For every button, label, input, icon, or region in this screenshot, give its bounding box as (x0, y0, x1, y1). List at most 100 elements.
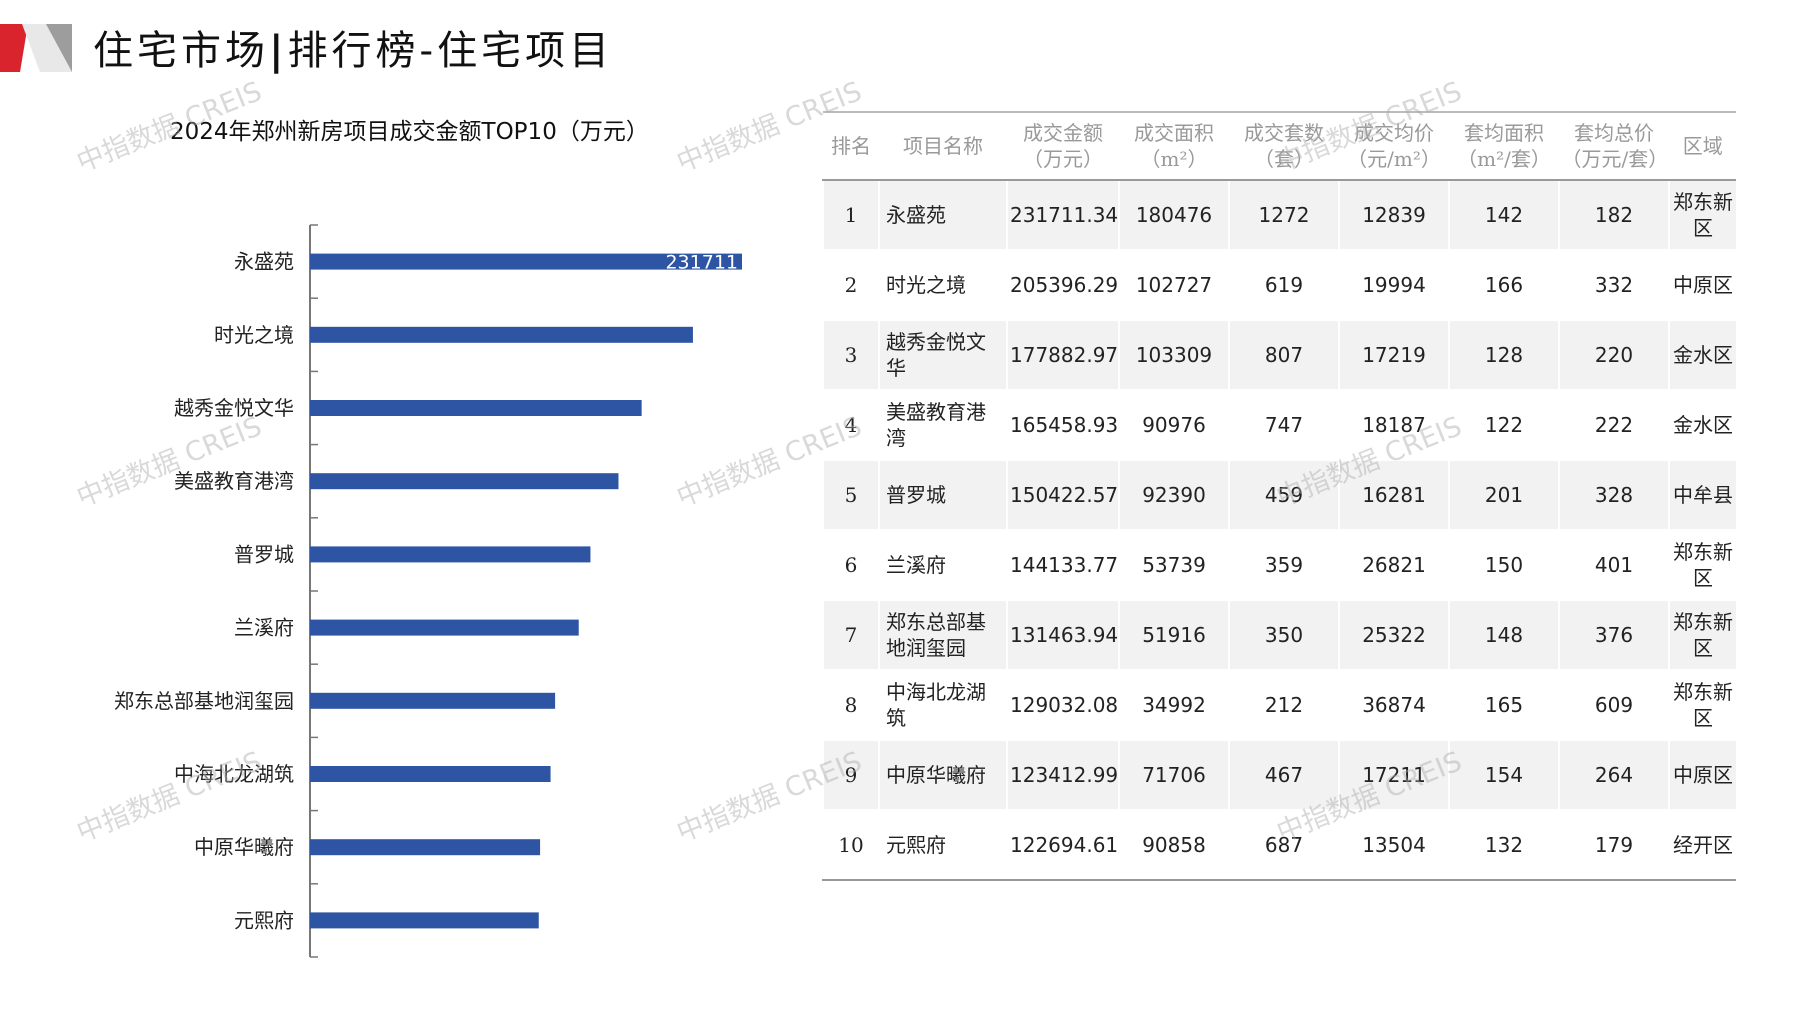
table-cell: 17219 (1338, 320, 1449, 391)
table-cell: 177882.97 (1006, 320, 1119, 391)
table-cell: 205396.29 (1006, 250, 1119, 321)
table-row: 6 兰溪府 144133.77 53739 359 26821 150 401 郑东新区 (822, 530, 1736, 601)
table-cell: 619 (1228, 250, 1339, 321)
table-cell: 元熙府 (878, 810, 1007, 881)
table-cell: 179 (1558, 810, 1669, 881)
bar (310, 326, 693, 343)
bar (310, 839, 541, 856)
category-label: 元熙府 (234, 908, 294, 932)
ranking-table: 排名 项目名称 成交金额 （万元） 成交面积 （m²） 成交套数 （套） 成交均价 （元/m²）套… (822, 111, 1736, 881)
table-cell: 71706 (1118, 740, 1229, 811)
table-cell: 17211 (1338, 740, 1449, 811)
table-cell: 郑东总部基地润玺园 (878, 600, 1007, 671)
table-cell: 122 (1448, 390, 1559, 461)
bar-data-label: 231711 (665, 252, 738, 274)
table-cell: 普罗城 (878, 460, 1007, 531)
bar (310, 766, 551, 782)
bar-chart: 永盛苑 231711 时光之境越秀金悦文华美盛教育港湾普罗城兰溪府郑东总部基地润玺园… (114, 224, 742, 958)
table-cell: 中海北龙湖筑 (878, 670, 1007, 741)
table-cell: 51916 (1118, 600, 1229, 671)
table-cell: 201 (1448, 460, 1559, 531)
table-cell: 34992 (1118, 670, 1229, 741)
category-label: 永盛苑 (234, 250, 294, 274)
table-cell: 747 (1228, 390, 1339, 461)
category-label: 中原华曦府 (194, 835, 294, 859)
table-cell: 36874 (1338, 670, 1449, 741)
table-cell: 25322 (1338, 600, 1449, 671)
table-cell: 3 (822, 320, 879, 391)
table-row: 9 中原华曦府 123412.99 71706 467 17211 154 264 中原区 (822, 740, 1736, 811)
table-row: 7 郑东总部基地润玺园 131463.94 51916 350 25322 148 376 郑东… (822, 600, 1736, 671)
table-cell: 165458.93 (1006, 390, 1119, 461)
table-cell: 103309 (1118, 320, 1229, 391)
table-cell: 中原区 (1668, 740, 1736, 811)
table-cell: 180476 (1118, 180, 1229, 251)
column-header: 成交金额 （万元） (1006, 111, 1119, 181)
table-cell: 2 (822, 250, 879, 321)
bar (310, 253, 742, 270)
table-cell: 郑东新区 (1668, 600, 1736, 671)
header-decoration-icon (0, 24, 72, 72)
column-header: 成交面积 （m²） (1118, 111, 1229, 181)
table-cell: 美盛教育港湾 (878, 390, 1007, 461)
table-cell: 131463.94 (1006, 600, 1119, 671)
table-cell: 231711.34 (1006, 180, 1119, 251)
table-cell: 53739 (1118, 530, 1229, 601)
column-header: 项目名称 (878, 111, 1007, 181)
table-cell: 5 (822, 460, 879, 531)
table-cell: 13504 (1338, 810, 1449, 881)
table-cell: 123412.99 (1006, 740, 1119, 811)
table-cell: 90976 (1118, 390, 1229, 461)
table-row: 1 永盛苑 231711.34 180476 1272 12839 142 182 郑东新区 (822, 180, 1736, 251)
table-cell: 90858 (1118, 810, 1229, 881)
table-cell: 郑东新区 (1668, 530, 1736, 601)
table-body: 1 永盛苑 231711.34 180476 1272 12839 142 182 郑东新区 2 时… (822, 180, 1736, 881)
page-title: 住宅市场|排行榜-住宅项目 (93, 27, 614, 74)
category-label: 中海北龙湖筑 (174, 762, 294, 786)
table-cell: 7 (822, 600, 879, 671)
table-cell: 212 (1228, 670, 1339, 741)
table-cell: 150422.57 (1006, 460, 1119, 531)
column-header: 排名 (822, 111, 879, 181)
table-cell: 中原华曦府 (878, 740, 1007, 811)
table-cell: 18187 (1338, 390, 1449, 461)
table-cell: 金水区 (1668, 390, 1736, 461)
table-cell: 264 (1558, 740, 1669, 811)
table-cell: 165 (1448, 670, 1559, 741)
table-row: 5 普罗城 150422.57 92390 459 16281 201 328 中牟县 (822, 460, 1736, 531)
table-cell: 359 (1228, 530, 1339, 601)
table-cell: 328 (1558, 460, 1669, 531)
table-cell: 687 (1228, 810, 1339, 881)
table-cell: 10 (822, 810, 879, 881)
table-cell: 9 (822, 740, 879, 811)
bar (310, 473, 619, 490)
table-cell: 142 (1448, 180, 1559, 251)
table-row: 4 美盛教育港湾 165458.93 90976 747 18187 122 222 金水区 (822, 390, 1736, 461)
table-cell: 26821 (1338, 530, 1449, 601)
table-cell: 1 (822, 180, 879, 251)
table-cell: 6 (822, 530, 879, 601)
table-cell: 467 (1228, 740, 1339, 811)
table-cell: 144133.77 (1006, 530, 1119, 601)
table-cell: 459 (1228, 460, 1339, 531)
chart-title: 2024年郑州新房项目成交金额TOP10（万元） (170, 119, 649, 145)
table-cell: 122694.61 (1006, 810, 1119, 881)
category-label: 时光之境 (214, 323, 294, 347)
table-cell: 16281 (1338, 460, 1449, 531)
table-cell: 中原区 (1668, 250, 1736, 321)
table-cell: 郑东新区 (1668, 180, 1736, 251)
table-cell: 376 (1558, 600, 1669, 671)
category-label: 美盛教育港湾 (174, 469, 294, 493)
table-cell: 166 (1448, 250, 1559, 321)
table-cell: 19994 (1338, 250, 1449, 321)
column-header: 套均面积 （m²/套） (1448, 111, 1559, 181)
table-cell: 807 (1228, 320, 1339, 391)
table-cell: 132 (1448, 810, 1559, 881)
bar (310, 546, 591, 563)
table-row: 2 时光之境 205396.29 102727 619 19994 166 332 中原区 (822, 250, 1736, 321)
table-cell: 154 (1448, 740, 1559, 811)
table-cell: 401 (1558, 530, 1669, 601)
ranking-table-container: 排名 项目名称 成交金额 （万元） 成交面积 （m²） 成交套数 （套） 成交均价 （元/m²）套… (822, 111, 1736, 881)
category-label: 兰溪府 (234, 616, 294, 640)
table-cell: 129032.08 (1006, 670, 1119, 741)
